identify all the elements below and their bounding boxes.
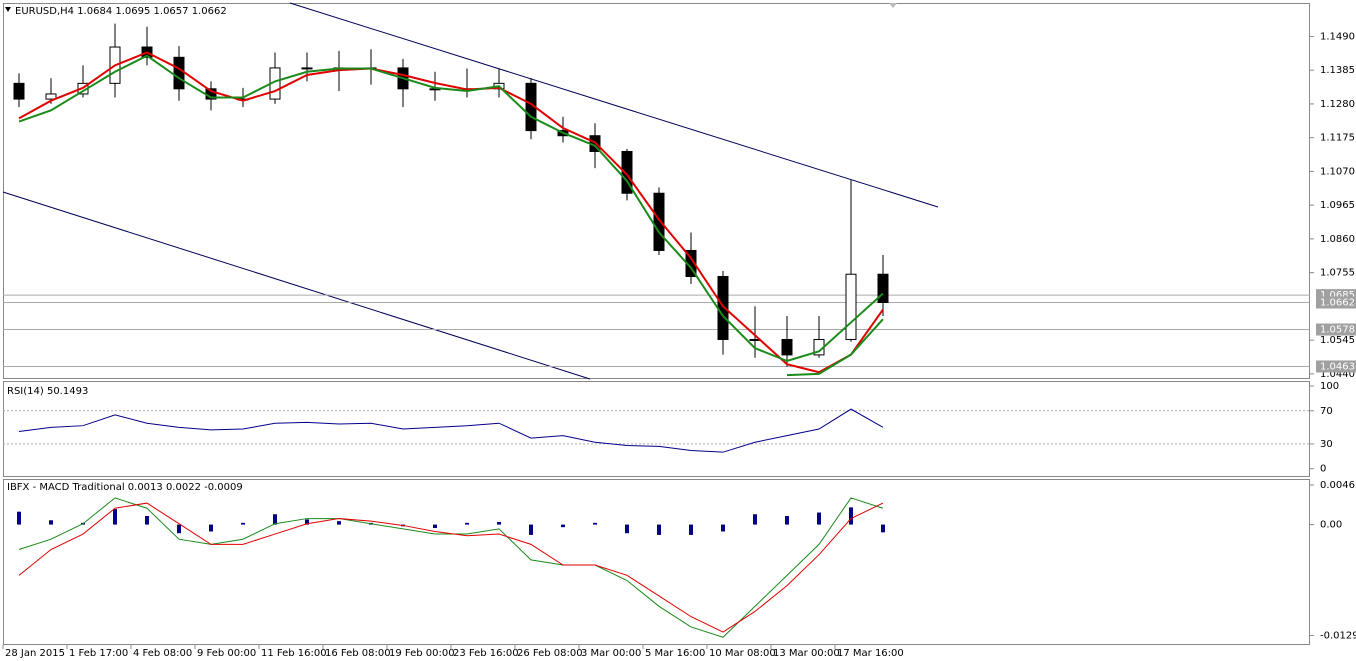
series-line — [18, 408, 884, 453]
y-tick-label: 1.0860 — [1320, 234, 1355, 245]
y-tick-label: 1.1490 — [1320, 31, 1355, 42]
level-label-box — [1316, 323, 1356, 336]
candle-body — [653, 192, 665, 251]
x-tick-label: 10 Mar 08:00 — [709, 648, 776, 659]
x-tick-label: 19 Feb 00:00 — [389, 648, 455, 659]
symbol-header: EURUSD,H4 1.0684 1.0695 1.0657 1.0662 — [15, 6, 227, 17]
macd-panel — [3, 479, 1310, 645]
histogram-bar — [753, 514, 757, 525]
y-tick-label: 1.1280 — [1320, 99, 1355, 110]
candle-body — [173, 56, 185, 90]
x-tick-label: 5 Mar 16:00 — [645, 648, 705, 659]
histogram-bar — [113, 509, 117, 525]
macd-title: IBFX - MACD Traditional 0.0013 0.0022 -0… — [7, 482, 243, 493]
histogram-bar — [721, 524, 725, 532]
y-tick-label: 0 — [1320, 464, 1326, 475]
y-tick-label: 1.1175 — [1320, 133, 1355, 144]
x-tick-label: 4 Feb 08:00 — [133, 648, 192, 659]
level-label: 1.0578 — [1320, 325, 1355, 336]
histogram-bar — [529, 524, 533, 535]
level-label-box — [1316, 296, 1356, 309]
level-label: 1.0685 — [1320, 290, 1355, 301]
series-line — [786, 318, 884, 377]
price-panel — [3, 3, 1310, 379]
histogram-bar — [497, 522, 501, 525]
histogram-bar — [689, 524, 693, 535]
histogram-bar — [881, 524, 885, 533]
series-line — [18, 502, 884, 633]
candle-body — [717, 275, 729, 340]
level-label: 1.0463 — [1320, 361, 1355, 372]
x-tick-label: 13 Mar 00:00 — [773, 648, 840, 659]
candle-body — [301, 67, 313, 70]
level-label-box — [1316, 360, 1356, 373]
y-tick-label: 1.0965 — [1320, 200, 1355, 211]
candle-body — [877, 273, 889, 304]
shift-marker — [889, 3, 897, 8]
x-tick-label: 16 Feb 08:00 — [325, 648, 391, 659]
histogram-bar — [593, 522, 597, 525]
y-tick-label: 1.1385 — [1320, 65, 1355, 76]
histogram-bar — [17, 511, 21, 525]
histogram-bar — [785, 515, 789, 525]
x-tick-label: 28 Jan 2015 — [5, 648, 65, 659]
x-tick-label: 3 Mar 00:00 — [581, 648, 641, 659]
level-label: 1.0662 — [1320, 298, 1355, 309]
trend-line — [289, 2, 939, 208]
series-line — [18, 54, 884, 363]
y-tick-label: 0.00 — [1320, 520, 1342, 531]
y-tick-label: 1.1070 — [1320, 166, 1355, 177]
histogram-bar — [817, 512, 821, 525]
rsi-title: RSI(14) 50.1493 — [7, 386, 88, 397]
histogram-bar — [241, 522, 245, 525]
histogram-bar — [273, 514, 277, 525]
y-tick-label: 100 — [1320, 381, 1339, 392]
x-tick-label: 23 Feb 16:00 — [453, 648, 519, 659]
y-tick-label: 1.0440 — [1320, 369, 1355, 380]
x-tick-label: 9 Feb 00:00 — [197, 648, 256, 659]
menu-arrow[interactable] — [5, 7, 11, 12]
candle-body — [621, 150, 633, 194]
trend-line — [2, 191, 591, 380]
x-tick-label: 17 Mar 16:00 — [837, 648, 904, 659]
y-tick-label: -0.0129 — [1320, 631, 1356, 642]
y-tick-label: 70 — [1320, 406, 1333, 417]
x-tick-label: 26 Feb 08:00 — [517, 648, 583, 659]
histogram-bar — [657, 524, 661, 535]
histogram-bar — [849, 507, 853, 525]
y-tick-label: 1.0545 — [1320, 335, 1355, 346]
histogram-bar — [433, 524, 437, 529]
y-tick-label: 0.0046 — [1320, 480, 1355, 491]
histogram-bar — [561, 524, 565, 528]
histogram-bar — [209, 524, 213, 532]
candle-body — [781, 338, 793, 356]
y-tick-label: 1.0755 — [1320, 268, 1355, 279]
series-line — [18, 51, 884, 374]
candle-body — [845, 273, 857, 340]
candle-body — [45, 93, 57, 100]
histogram-bar — [177, 524, 181, 534]
candle-body — [13, 82, 25, 100]
histogram-bar — [337, 521, 341, 525]
rsi-panel — [3, 381, 1310, 477]
x-tick-label: 1 Feb 17:00 — [69, 648, 128, 659]
histogram-bar — [49, 520, 53, 525]
y-tick-label: 30 — [1320, 439, 1333, 450]
histogram-bar — [145, 515, 149, 525]
histogram-bar — [625, 524, 629, 534]
x-tick-label: 11 Feb 16:00 — [261, 648, 327, 659]
histogram-bar — [465, 522, 469, 525]
histogram-bar — [305, 519, 309, 525]
